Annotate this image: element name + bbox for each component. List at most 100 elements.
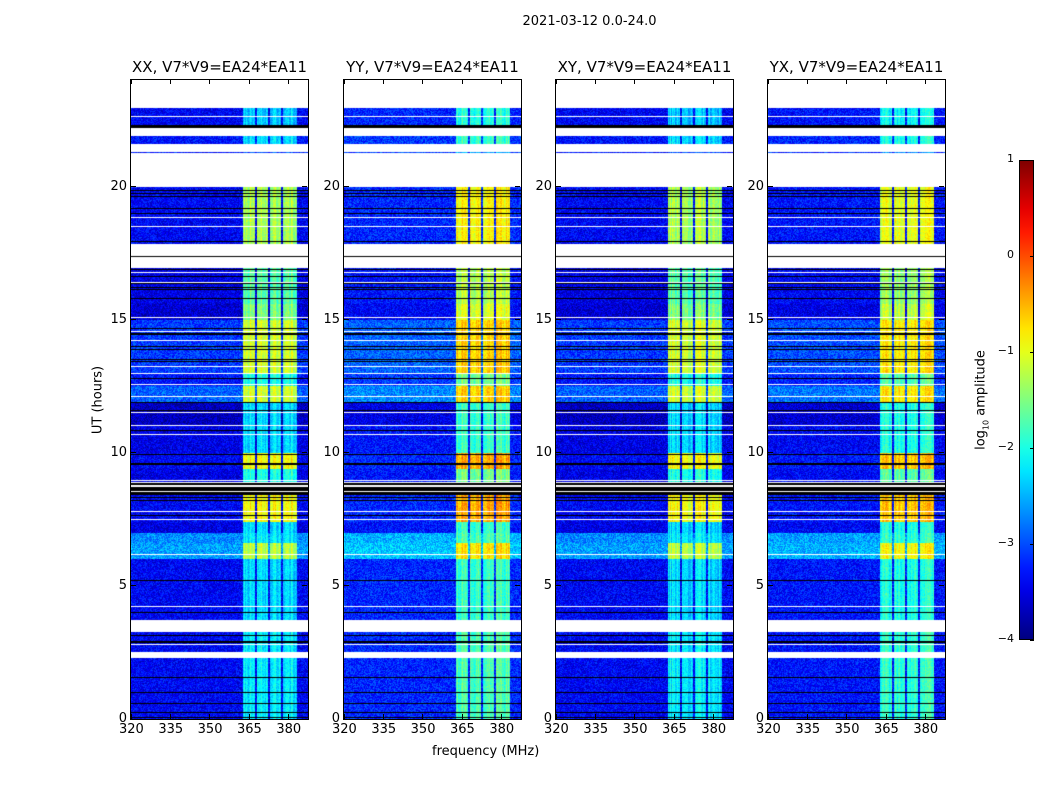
- colorbar-tick-mark: [1030, 543, 1034, 545]
- colorbar-tick-label: 1: [1007, 152, 1014, 165]
- y-tick-mark: [344, 452, 349, 454]
- x-tick-mark: [806, 79, 808, 84]
- y-tick-mark: [515, 718, 520, 720]
- y-tick-mark: [344, 186, 349, 187]
- x-tick-label: 335: [158, 722, 184, 737]
- x-tick-label: 365: [450, 722, 475, 737]
- y-tick-label: 15: [535, 311, 552, 327]
- x-tick-mark: [924, 714, 926, 719]
- y-tick-mark: [344, 585, 349, 587]
- y-tick-mark: [556, 452, 561, 454]
- colorbar: [1019, 160, 1034, 640]
- y-tick-label: 0: [755, 711, 764, 726]
- y-tick-mark: [515, 186, 520, 187]
- y-tick-mark: [302, 452, 307, 454]
- panel-title: XX, V7*V9=EA24*EA11: [132, 58, 307, 76]
- y-tick-label: 0: [118, 711, 127, 726]
- y-tick-label: 20: [747, 178, 764, 194]
- y-tick-mark: [556, 585, 561, 587]
- x-tick-mark: [634, 714, 636, 719]
- y-tick-label: 15: [110, 311, 127, 327]
- y-tick-mark: [131, 186, 136, 187]
- y-tick-label: 5: [755, 577, 764, 593]
- x-tick-mark: [767, 79, 769, 84]
- x-tick-label: 350: [197, 722, 223, 737]
- x-tick-mark: [500, 714, 502, 719]
- y-tick-label: 15: [747, 311, 764, 327]
- y-tick-label: 0: [543, 711, 552, 726]
- panel-title: XY, V7*V9=EA24*EA11: [557, 58, 732, 76]
- x-tick-mark: [382, 714, 384, 719]
- x-tick-mark: [343, 714, 345, 719]
- y-tick-mark: [302, 319, 307, 321]
- x-tick-label: 380: [913, 722, 939, 737]
- x-tick-label: 365: [874, 722, 899, 737]
- y-tick-mark: [131, 718, 136, 720]
- panel-title: YY, V7*V9=EA24*EA11: [346, 58, 519, 76]
- x-tick-mark: [422, 714, 424, 719]
- y-tick-mark: [768, 718, 773, 720]
- x-tick-mark: [594, 714, 596, 719]
- x-tick-mark: [634, 79, 636, 84]
- heatmap-panel: YY, V7*V9=EA24*EA11 320 335 350 365 380 0 5 10 15…: [323, 58, 522, 737]
- x-tick-label: 335: [371, 722, 397, 737]
- colorbar-tick-label: −1: [997, 344, 1014, 357]
- x-tick-label: 350: [622, 722, 648, 737]
- y-tick-mark: [939, 319, 944, 321]
- x-tick-mark: [924, 79, 926, 84]
- y-tick-label: 10: [747, 444, 764, 460]
- panel-title: YX, V7*V9=EA24*EA11: [769, 58, 944, 76]
- y-tick-mark: [302, 718, 307, 720]
- x-tick-mark: [673, 79, 675, 84]
- x-tick-label: 350: [410, 722, 436, 737]
- y-tick-label: 10: [323, 444, 340, 460]
- x-tick-mark: [130, 714, 132, 719]
- x-tick-mark: [712, 714, 714, 719]
- y-tick-mark: [302, 585, 307, 587]
- y-tick-mark: [515, 585, 520, 587]
- y-tick-label: 10: [110, 444, 127, 460]
- x-tick-mark: [248, 79, 250, 84]
- x-tick-mark: [382, 79, 384, 84]
- x-tick-mark: [846, 79, 848, 84]
- y-tick-mark: [768, 319, 773, 321]
- y-tick-mark: [556, 319, 561, 321]
- x-tick-label: 350: [834, 722, 860, 737]
- y-tick-mark: [131, 585, 136, 587]
- y-tick-mark: [939, 186, 944, 187]
- colorbar-tick-label: 0: [1007, 248, 1014, 261]
- x-tick-mark: [767, 714, 769, 719]
- x-tick-mark: [461, 714, 463, 719]
- colorbar-tick-mark: [1030, 351, 1034, 353]
- y-tick-label: 20: [535, 178, 552, 194]
- x-tick-mark: [287, 79, 289, 84]
- heatmap-panel: YX, V7*V9=EA24*EA11 320 335 350 365 380 0 5 10 15…: [747, 58, 946, 737]
- x-tick-label: 320: [119, 722, 144, 737]
- heatmap-panel: XX, V7*V9=EA24*EA11 320 335 350 365 380 0 5 10 15…: [110, 58, 309, 737]
- y-tick-mark: [727, 319, 732, 321]
- y-tick-label: 5: [331, 577, 340, 593]
- x-tick-mark: [594, 79, 596, 84]
- x-tick-mark: [343, 79, 345, 84]
- y-tick-mark: [515, 452, 520, 454]
- x-tick-label: 380: [276, 722, 302, 737]
- y-tick-label: 15: [323, 311, 340, 327]
- x-axis-label: frequency (MHz): [432, 744, 540, 759]
- x-tick-label: 365: [662, 722, 687, 737]
- x-tick-mark: [500, 79, 502, 84]
- heatmap-image: [131, 80, 308, 719]
- y-tick-label: 5: [543, 577, 552, 593]
- y-tick-mark: [515, 319, 520, 321]
- x-tick-label: 380: [489, 722, 515, 737]
- y-tick-label: 10: [535, 444, 552, 460]
- y-tick-mark: [556, 718, 561, 720]
- x-tick-mark: [555, 714, 557, 719]
- x-tick-mark: [130, 79, 132, 84]
- heatmap-panel: XY, V7*V9=EA24*EA11 320 335 350 365 380 0 5 10 15…: [535, 58, 734, 737]
- y-tick-mark: [768, 585, 773, 587]
- x-tick-label: 320: [756, 722, 781, 737]
- y-tick-mark: [131, 319, 136, 321]
- y-tick-mark: [768, 452, 773, 454]
- y-tick-label: 20: [110, 178, 127, 194]
